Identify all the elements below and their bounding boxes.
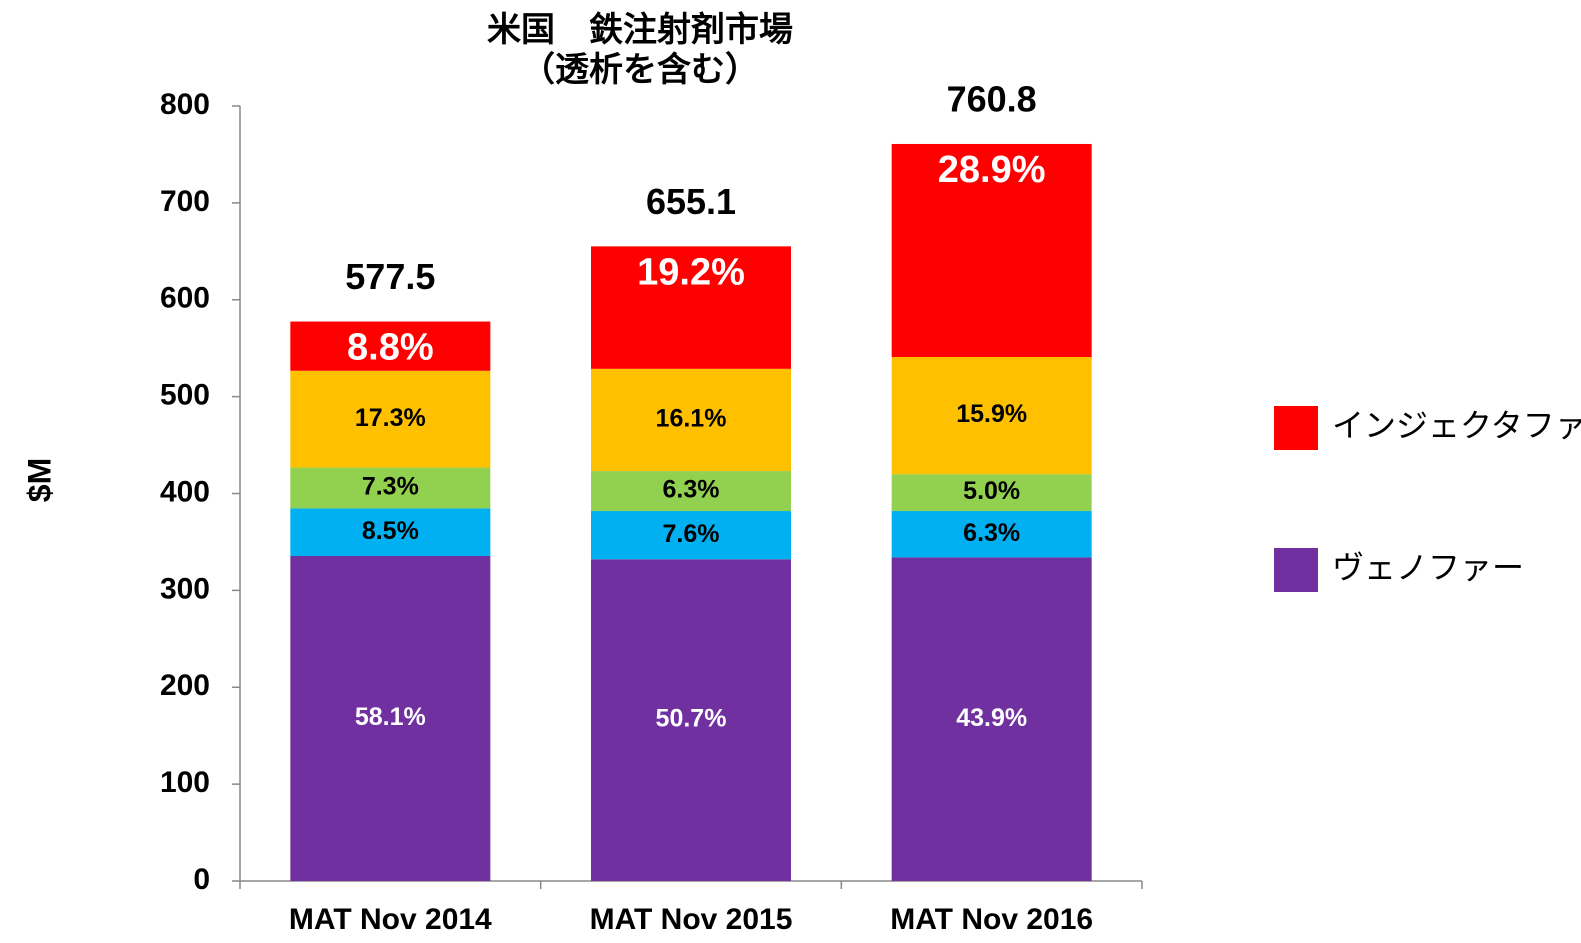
x-tick-label: MAT Nov 2014 <box>289 903 492 936</box>
share-label: 6.3% <box>663 476 720 504</box>
share-label: 43.9% <box>956 704 1027 732</box>
share-label: 28.9% <box>938 149 1046 191</box>
bar-segment <box>591 471 791 512</box>
share-label: 5.0% <box>963 477 1020 505</box>
bar-segment <box>591 368 791 472</box>
share-label: 7.3% <box>362 473 419 501</box>
share-label: 8.8% <box>347 327 434 369</box>
y-tick-label: 700 <box>160 185 210 218</box>
share-label: 17.3% <box>355 404 426 432</box>
y-tick-label: 500 <box>160 379 210 412</box>
bar-segment <box>591 559 791 881</box>
bar-segment <box>891 511 1092 558</box>
y-tick-label: 300 <box>160 572 210 605</box>
y-tick-label: 400 <box>160 475 210 508</box>
share-label: 7.6% <box>663 520 720 548</box>
total-label: 577.5 <box>345 256 435 297</box>
legend-swatch <box>1274 406 1318 450</box>
y-axis-label: $M <box>21 458 57 502</box>
share-label: 19.2% <box>637 251 745 293</box>
legend-label: ヴェノファー <box>1332 549 1524 585</box>
y-tick-label: 0 <box>193 863 210 896</box>
y-tick-label: 600 <box>160 282 210 315</box>
share-label: 58.1% <box>355 703 426 731</box>
bar-segment <box>891 357 1092 475</box>
legend-swatch <box>1274 548 1318 592</box>
total-label: 760.8 <box>947 78 1037 119</box>
bar-segment <box>891 557 1092 881</box>
bar-segment <box>591 511 791 560</box>
share-label: 15.9% <box>956 400 1027 428</box>
bar-segment <box>290 555 491 881</box>
bar-segment <box>891 143 1092 358</box>
share-label: 16.1% <box>656 405 727 433</box>
bar-segment <box>591 246 791 369</box>
x-tick-label: MAT Nov 2016 <box>890 903 1093 936</box>
chart-title: 米国 鉄注射剤市場 <box>487 10 793 49</box>
bar-segment <box>290 370 491 468</box>
bar-segment <box>891 474 1092 512</box>
y-tick-label: 100 <box>160 766 210 799</box>
x-tick-label: MAT Nov 2015 <box>590 903 793 936</box>
bar-segment <box>290 467 491 509</box>
y-tick-label: 200 <box>160 669 210 702</box>
share-label: 50.7% <box>656 705 727 733</box>
y-tick-label: 800 <box>160 88 210 121</box>
bar-segment <box>290 508 491 556</box>
bar-segment <box>290 321 491 371</box>
chart-title: （透析を含む） <box>521 50 759 89</box>
total-label: 655.1 <box>646 181 736 222</box>
share-label: 8.5% <box>362 517 419 545</box>
legend-label: インジェクタファー <box>1332 407 1581 443</box>
share-label: 6.3% <box>963 519 1020 547</box>
